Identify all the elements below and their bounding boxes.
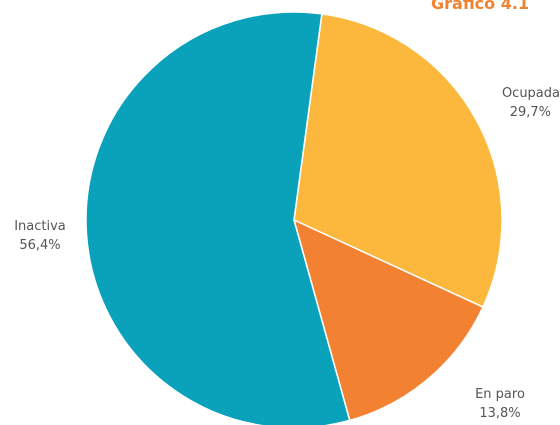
slice-label: Inactiva	[14, 219, 66, 234]
pie-slice-en-paro	[292, 218, 484, 422]
pie-slices	[85, 11, 503, 425]
slice-value-label: 56,4%	[19, 238, 60, 253]
slice-label: En paro	[475, 387, 525, 402]
chart-title: Gráfico 4.1	[431, 0, 530, 13]
slice-value-label: 13,8%	[479, 406, 520, 421]
slice-value-label: 29,7%	[510, 105, 551, 120]
slice-label: Ocupada	[502, 86, 560, 101]
pie-slice-ocupada	[293, 13, 503, 309]
pie-slice-inactiva	[85, 11, 351, 425]
pie-labels: Ocupada 29,7% En paro 13,8% Inactiva 56,4%	[14, 86, 560, 421]
